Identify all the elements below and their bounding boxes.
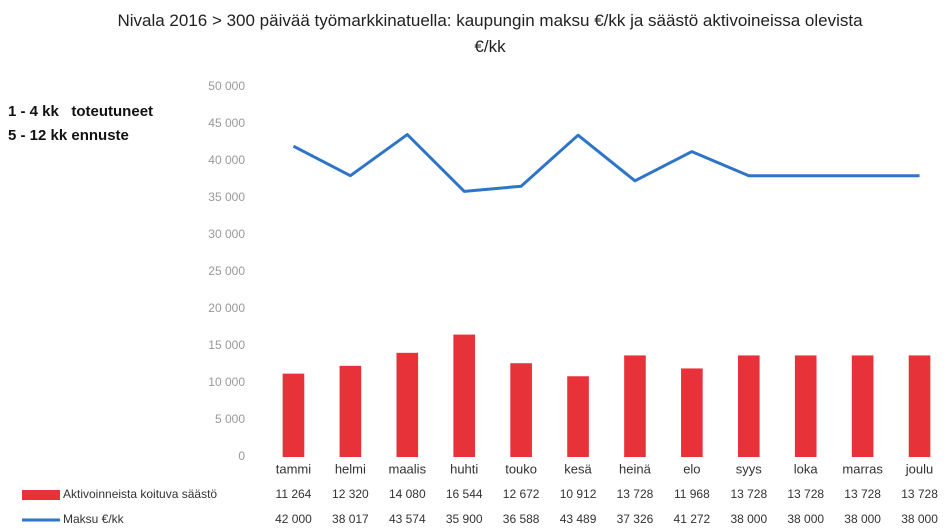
y-tick-label: 40 000 [208,153,245,167]
data-label: 38 000 [730,512,767,526]
y-tick-label: 25 000 [208,264,245,278]
data-label: 16 544 [446,487,483,501]
data-label: 13 728 [617,487,654,501]
x-tick-label: heinä [619,461,652,476]
data-label: 38 000 [844,512,881,526]
data-label: 38 017 [332,512,369,526]
x-tick-label: helmi [335,461,366,476]
bar [681,368,703,457]
data-label: 10 912 [560,487,597,501]
data-label: 13 728 [787,487,824,501]
line [292,133,920,193]
data-label: 11 264 [276,487,312,501]
bar [794,355,817,457]
bar [282,373,305,457]
bar [851,355,874,457]
data-label: 12 320 [332,487,369,501]
data-label: 13 728 [844,487,881,501]
y-tick-label: 45 000 [208,116,245,130]
x-tick-label: marras [842,461,883,476]
data-label: 13 728 [901,487,938,501]
data-label: 38 000 [901,512,938,526]
bar [737,355,760,457]
x-tick-label: elo [683,461,700,476]
y-tick-label: 5 000 [215,412,245,426]
bar [624,355,646,457]
y-tick-label: 35 000 [208,190,245,204]
data-label: 37 326 [617,512,654,526]
y-tick-label: 50 000 [208,79,245,93]
x-tick-label: huhti [450,461,478,476]
x-tick-label: loka [794,461,819,476]
bar [396,352,419,457]
data-label: 35 900 [446,512,483,526]
bar [908,355,931,457]
data-label: 42 000 [275,512,312,526]
legend-swatch [22,490,60,500]
y-tick-label: 15 000 [208,338,245,352]
data-label: 13 728 [730,487,767,501]
bar [567,376,589,457]
legend-label: Maksu €/kk [63,512,125,526]
annotation: 5 - 12 kk ennuste [8,127,129,144]
x-tick-label: joulu [905,461,933,476]
data-label: 14 080 [389,487,426,501]
x-tick-label: syys [736,461,763,476]
y-tick-label: 20 000 [208,301,245,315]
y-tick-label: 10 000 [208,375,245,389]
legend-label: Aktivoinneista koituva säästö [63,487,217,501]
data-label: 43 489 [560,512,597,526]
data-label: 43 574 [389,512,426,526]
data-label: 38 000 [787,512,824,526]
data-label: 11 968 [674,487,710,501]
bar [453,334,476,457]
x-tick-label: touko [505,461,537,476]
x-tick-label: tammi [276,461,312,476]
bar [339,365,362,457]
chart-title: Nivala 2016 > 300 päivää työmarkkinatuel… [117,11,863,56]
annotation: 1 - 4 kk toteutuneet [8,103,154,120]
data-label: 12 672 [503,487,540,501]
data-label: 41 272 [674,512,711,526]
bar [510,363,532,457]
y-tick-label: 30 000 [208,227,245,241]
x-tick-label: maalis [389,461,427,476]
data-label: 36 588 [503,512,540,526]
x-tick-label: kesä [564,461,592,476]
y-tick-label: 0 [238,449,245,463]
